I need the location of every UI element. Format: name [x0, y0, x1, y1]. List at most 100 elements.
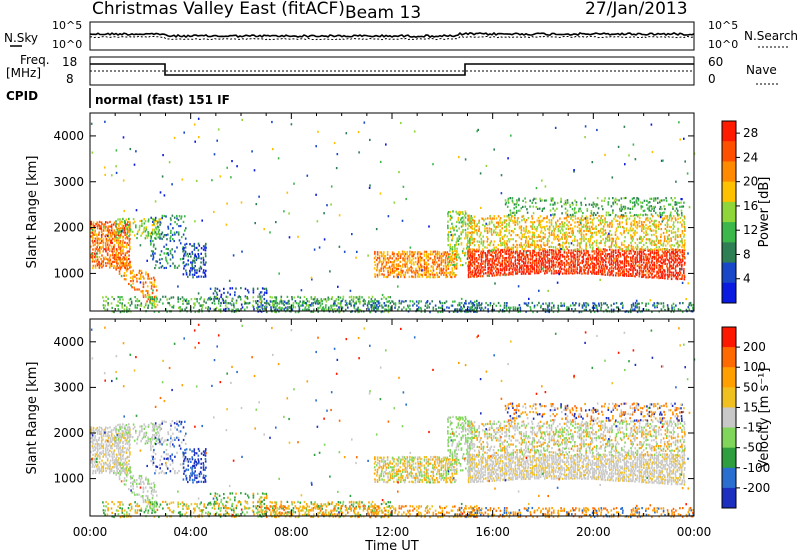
power-cell: [449, 230, 452, 233]
power-cell: [580, 203, 583, 207]
power-cell: [449, 214, 452, 217]
power-cell: [419, 261, 421, 264]
power-cell: [474, 260, 476, 263]
power-cell: [297, 304, 300, 307]
power-cell: [279, 300, 281, 303]
power-cell: [504, 242, 506, 245]
power-cell: [456, 262, 458, 265]
power-cell: [577, 242, 579, 245]
power-cell: [504, 257, 506, 260]
power-cell: [572, 249, 575, 252]
power-cell: [556, 234, 559, 237]
power-cell: [557, 253, 559, 256]
power-cell: [172, 304, 175, 307]
power-cell: [673, 306, 675, 309]
power-cell: [440, 256, 443, 259]
power-cell: [383, 302, 386, 305]
power-cell: [517, 306, 519, 309]
power-cell: [619, 255, 622, 258]
power-cell: [552, 249, 555, 252]
power-cell: [564, 269, 566, 272]
power-cell: [460, 301, 463, 305]
power-cell: [370, 303, 373, 307]
power-cell: [644, 267, 647, 270]
power-cell: [642, 214, 644, 217]
power-cell: [126, 306, 128, 309]
power-cell: [517, 310, 520, 313]
power-cell: [451, 239, 453, 242]
power-cell: [155, 295, 157, 298]
power-cell: [469, 248, 471, 251]
power-cell: [566, 219, 568, 222]
power-cell: [115, 260, 117, 263]
power-cell: [101, 223, 103, 226]
power-cell: [467, 223, 469, 226]
power-cell: [630, 266, 632, 269]
power-cell: [650, 234, 653, 237]
power-cell: [107, 262, 109, 265]
power-cell: [531, 270, 533, 273]
power-cell: [302, 304, 304, 307]
power-cell: [680, 205, 683, 208]
power-cell: [202, 258, 205, 262]
power-cell: [571, 308, 573, 311]
power-cell: [516, 209, 518, 213]
power-cell: [98, 266, 101, 269]
power-cell: [655, 230, 657, 233]
power-cell: [182, 299, 184, 303]
power-cell: [439, 302, 442, 305]
power-cell: [147, 296, 150, 299]
power-cell: [412, 257, 415, 260]
power-cell: [132, 282, 134, 285]
power-cell: [461, 264, 464, 267]
power-cell: [447, 267, 450, 270]
power-cell: [643, 267, 645, 270]
power-cell: [612, 274, 614, 277]
power-cell: [198, 302, 200, 305]
power-cell: [568, 263, 570, 266]
power-cell: [632, 269, 634, 272]
power-cell: [688, 302, 691, 305]
power-cell: [171, 248, 173, 251]
power-cell: [508, 216, 510, 220]
power-cell: [561, 225, 563, 228]
power-cell: [677, 308, 680, 311]
power-cell: [514, 258, 517, 261]
power-cell: [478, 248, 480, 251]
power-cell: [141, 232, 144, 235]
power-cell: [604, 273, 606, 276]
power-cell: [391, 300, 394, 303]
power-cell: [450, 304, 453, 307]
power-cell: [489, 304, 492, 307]
power-cell: [96, 264, 99, 267]
power-cell: [107, 258, 109, 261]
power-cell: [368, 302, 370, 305]
power-cell: [105, 262, 107, 265]
power-cell: [634, 260, 637, 263]
power-cell: [683, 239, 686, 242]
power-cell: [510, 238, 512, 241]
power-cell: [423, 254, 426, 257]
figure-title: Christmas Valley East (fitACF): [92, 0, 345, 19]
power-cell: [91, 227, 94, 230]
power-cell: [101, 239, 103, 242]
power-cell: [396, 267, 398, 271]
power-cell: [471, 242, 474, 245]
power-cell: [653, 221, 655, 224]
power-cell: [417, 261, 420, 264]
power-cell: [610, 263, 613, 266]
power-cell: [503, 267, 506, 270]
power-cell: [307, 304, 310, 307]
power-cell: [548, 309, 550, 312]
power-cell: [618, 268, 621, 271]
power-cell: [315, 302, 317, 305]
power-cell: [606, 225, 609, 228]
power-cell: [229, 287, 231, 290]
power-cell: [648, 207, 650, 210]
power-cell: [519, 306, 522, 309]
power-cell: [636, 223, 639, 226]
power-cell: [557, 265, 559, 268]
power-cell: [495, 246, 497, 249]
power-cell: [429, 273, 432, 276]
power-cell: [616, 259, 619, 262]
